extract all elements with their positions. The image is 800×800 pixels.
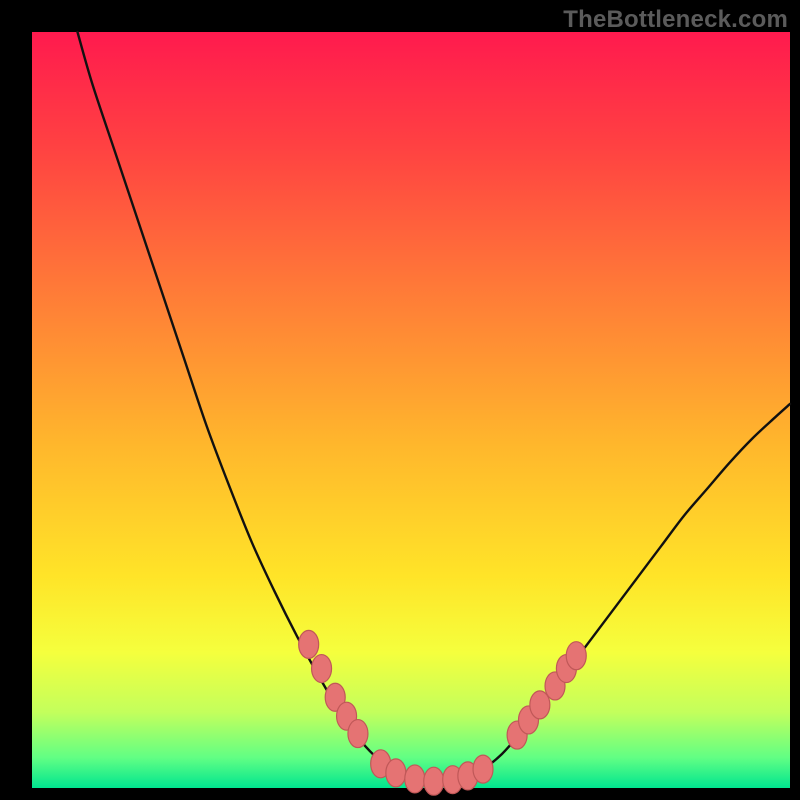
plot-background [32,32,790,788]
data-marker [566,642,586,670]
data-marker [299,630,319,658]
data-marker [386,759,406,787]
data-marker [424,767,444,795]
data-marker [473,755,493,783]
data-marker [312,655,332,683]
data-marker [348,720,368,748]
data-marker [405,765,425,793]
watermark-text: TheBottleneck.com [563,6,788,34]
bottleneck-chart [0,0,800,800]
